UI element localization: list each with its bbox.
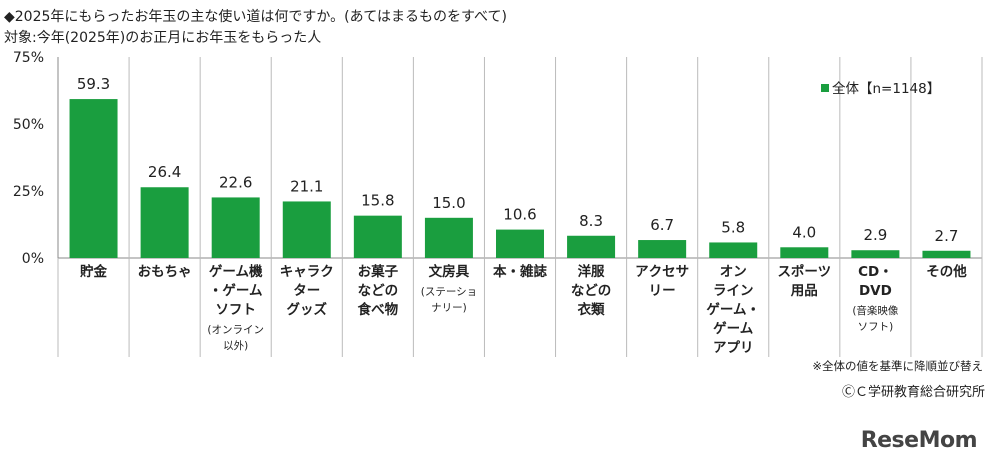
- data-label: 15.8: [361, 192, 394, 210]
- y-tick-label: 75%: [13, 50, 44, 66]
- bar: [496, 229, 544, 258]
- category-label: 文房具: [429, 263, 470, 280]
- category-label: (ステーショ: [421, 286, 477, 298]
- legend-swatch: [821, 84, 829, 92]
- data-label: 8.3: [579, 212, 603, 230]
- chart-title: ◆2025年にもらったお年玉の主な使い道は何ですか。(あてはまるものをすべて): [4, 9, 507, 25]
- category-label: ソフト: [215, 302, 256, 318]
- bar: [140, 187, 189, 258]
- category-label: 貯金: [80, 263, 107, 280]
- category-label: 用品: [791, 283, 818, 299]
- bar: [780, 247, 829, 258]
- category-label: ゲーム・: [706, 301, 760, 318]
- category-label: ソフト): [858, 321, 894, 333]
- bar: [211, 197, 260, 258]
- legend-label: 全体【n=1148】: [832, 80, 940, 97]
- data-label: 6.7: [650, 216, 674, 234]
- category-label: お菓子: [358, 263, 399, 280]
- data-label: 21.1: [290, 177, 323, 195]
- data-label: 26.4: [148, 163, 181, 181]
- data-label: 22.6: [219, 173, 252, 191]
- y-tick-label: 25%: [13, 184, 44, 200]
- category-label: 衣類: [578, 301, 606, 318]
- logo-text: ReseMom: [860, 428, 978, 453]
- bar: [638, 240, 687, 258]
- data-label: 4.0: [792, 223, 816, 241]
- bar: [353, 215, 402, 258]
- category-label: ター: [293, 283, 320, 299]
- y-tick-label: 50%: [13, 117, 44, 133]
- category-label: 本・雑誌: [493, 263, 547, 280]
- category-label: などの: [571, 283, 612, 299]
- chart-subtitle: 対象:今年(2025年)のお正月にお年玉をもらった人: [4, 30, 322, 46]
- data-label: 59.3: [77, 75, 110, 93]
- bar: [922, 250, 971, 258]
- category-label: おもちゃ: [138, 264, 192, 280]
- category-label: 洋服: [578, 263, 606, 280]
- category-label: ナリー): [431, 302, 467, 314]
- category-label: リー: [649, 283, 676, 299]
- y-tick-label: 0%: [22, 251, 44, 267]
- category-label: CD・: [858, 264, 893, 280]
- category-label: スポーツ: [777, 263, 831, 280]
- bar: [282, 201, 331, 258]
- category-label: その他: [926, 263, 967, 280]
- data-label: 2.9: [863, 226, 887, 244]
- category-label: DVD: [859, 283, 892, 299]
- data-label: 2.7: [935, 227, 959, 245]
- category-label: (オンライン: [207, 324, 264, 336]
- copyright-credit: ⒸＣ学研教育総合研究所: [841, 385, 985, 400]
- data-label: 5.8: [721, 218, 745, 236]
- category-label: (音楽映像: [852, 304, 899, 317]
- category-label: などの: [358, 283, 399, 299]
- category-label: ・ゲーム: [209, 282, 263, 299]
- category-label: ライン: [713, 283, 754, 299]
- resemom-logo: ReseMom: [860, 428, 978, 453]
- category-label: 食べ物: [358, 301, 399, 318]
- category-label: アクセサ: [635, 264, 689, 280]
- category-label: グッズ: [287, 301, 328, 318]
- data-label: 10.6: [503, 206, 536, 224]
- category-label: 以外): [223, 340, 248, 352]
- bar: [69, 99, 118, 259]
- bar: [424, 217, 473, 258]
- bar: [709, 242, 758, 258]
- category-label: ゲーム: [713, 320, 753, 337]
- bar: [851, 250, 900, 258]
- category-label: キャラク: [280, 264, 334, 280]
- sort-note: ※全体の値を基準に降順並び替え: [812, 359, 983, 373]
- category-label: ゲーム機: [209, 263, 263, 280]
- data-label: 15.0: [432, 194, 465, 212]
- category-label: アプリ: [713, 340, 754, 356]
- category-label: オン: [720, 264, 747, 280]
- bar: [567, 235, 616, 258]
